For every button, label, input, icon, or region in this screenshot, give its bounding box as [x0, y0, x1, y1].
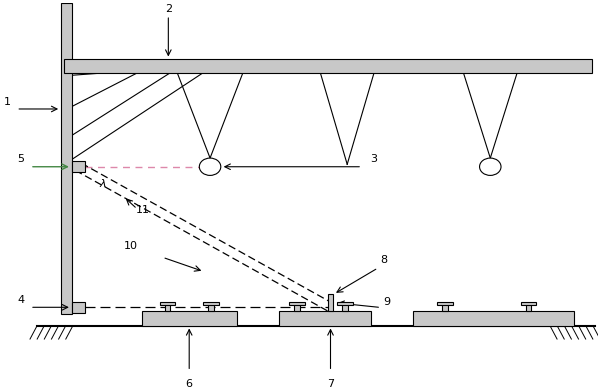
Bar — [72, 302, 85, 312]
Bar — [526, 303, 531, 311]
Text: 11: 11 — [135, 205, 150, 215]
Bar — [289, 302, 305, 305]
Text: 9: 9 — [383, 297, 390, 307]
Bar — [64, 60, 592, 73]
Text: 5: 5 — [17, 154, 25, 164]
Text: 6: 6 — [186, 379, 193, 388]
Bar — [442, 303, 447, 311]
Bar — [295, 303, 300, 311]
Bar — [72, 162, 85, 172]
Bar — [61, 3, 72, 314]
Text: 8: 8 — [380, 256, 387, 265]
Bar — [413, 311, 574, 326]
Bar — [337, 302, 353, 305]
Text: 3: 3 — [370, 154, 377, 164]
Bar — [279, 311, 371, 326]
Bar — [521, 302, 537, 305]
Text: 2: 2 — [165, 4, 172, 14]
Text: 1: 1 — [4, 96, 11, 107]
Bar — [437, 302, 453, 305]
Text: 10: 10 — [123, 241, 138, 251]
Circle shape — [199, 158, 221, 175]
Text: 4: 4 — [17, 295, 25, 305]
Bar — [343, 303, 348, 311]
Bar — [141, 311, 237, 326]
Bar — [159, 302, 175, 305]
Bar — [204, 302, 219, 305]
Text: 7: 7 — [327, 379, 334, 388]
Circle shape — [480, 158, 501, 175]
Bar — [328, 294, 334, 311]
Bar — [208, 303, 214, 311]
Text: λ: λ — [100, 179, 107, 189]
Bar — [165, 303, 170, 311]
